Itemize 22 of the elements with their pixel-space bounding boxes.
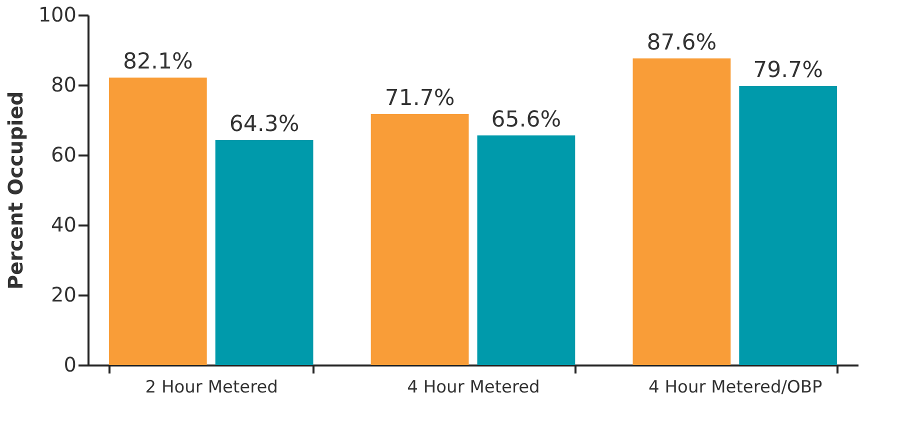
y-tick-label: 100 — [38, 2, 76, 26]
data-label: 71.7% — [384, 86, 455, 112]
data-label: 65.6% — [491, 107, 562, 132]
data-label: 79.7% — [753, 58, 824, 84]
bar — [477, 135, 576, 365]
y-tick-label: 20 — [51, 282, 76, 306]
bar — [632, 58, 731, 365]
bar — [739, 86, 838, 365]
y-tick-label: 60 — [51, 142, 76, 166]
x-tick-label: 4 Hour Metered — [407, 378, 540, 398]
data-label: 87.6% — [646, 30, 717, 56]
bar — [108, 78, 207, 365]
x-tick-label: 4 Hour Metered/OBP — [648, 378, 822, 398]
y-tick-label: 0 — [64, 352, 76, 376]
data-label: 82.1% — [122, 50, 193, 75]
y-axis-title: Percent Occupied — [3, 91, 28, 290]
bar — [215, 140, 314, 365]
y-tick-label: 40 — [51, 212, 76, 236]
x-tick-label: 2 Hour Metered — [145, 378, 278, 398]
data-label: 64.3% — [229, 112, 300, 137]
bar — [370, 114, 469, 365]
y-tick-label: 80 — [51, 72, 76, 96]
